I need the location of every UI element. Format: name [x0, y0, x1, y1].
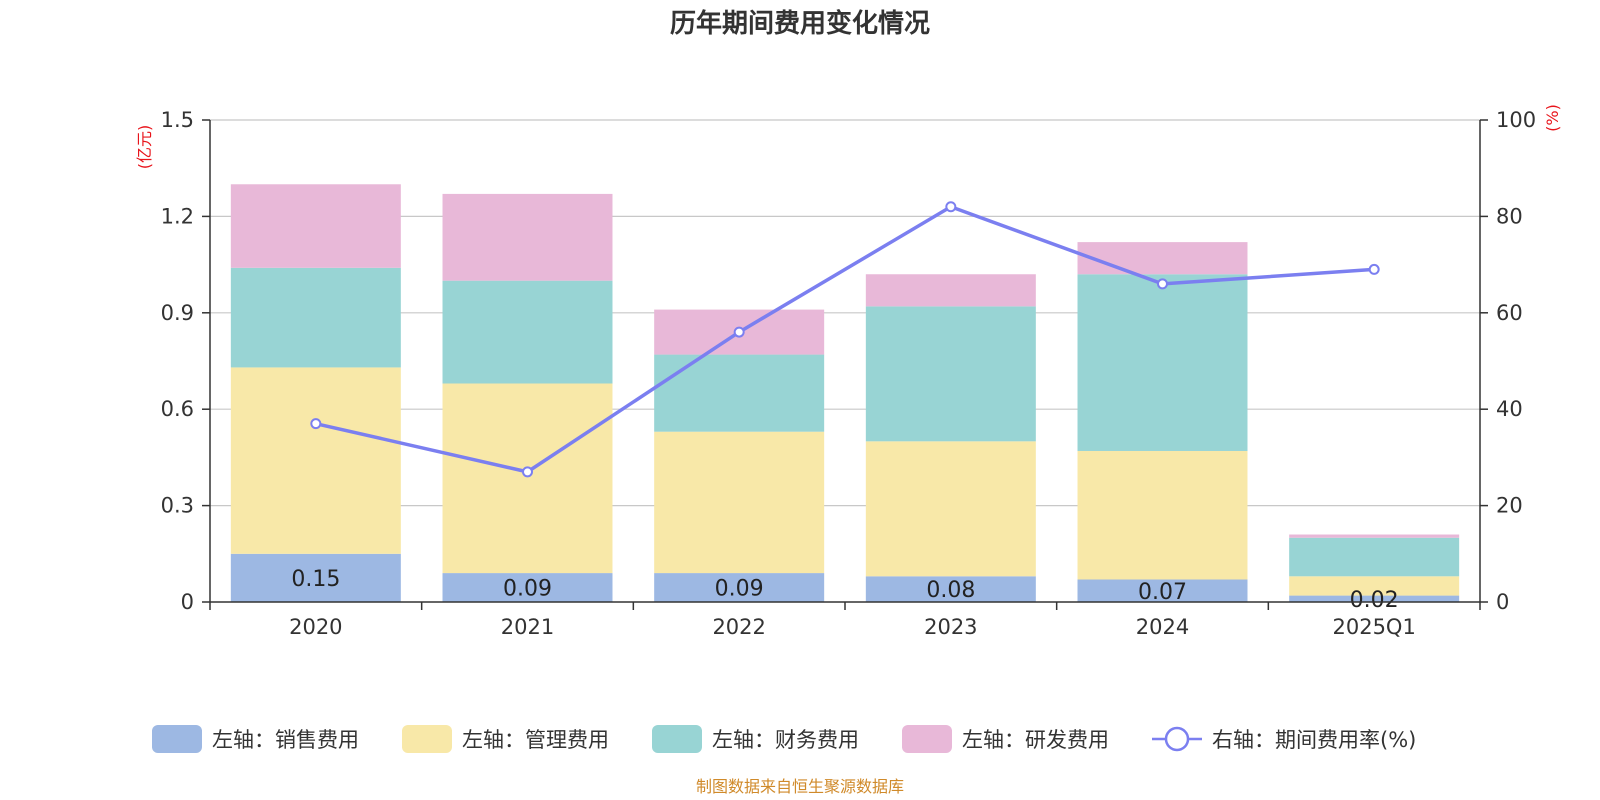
- rate-point: [1157, 278, 1168, 290]
- y-left-tick-label: 0.9: [161, 301, 194, 325]
- bar-segment: [230, 553, 401, 602]
- legend-label: 右轴：期间费用率(%): [1212, 728, 1416, 752]
- y-right-tick-label: 20: [1496, 494, 1523, 518]
- bar-segment: [442, 193, 613, 281]
- legend-label: 左轴：管理费用: [462, 728, 609, 752]
- bars: [230, 184, 1460, 602]
- bar-segment: [442, 573, 613, 602]
- bar-segment: [230, 184, 401, 268]
- bar-segment: [230, 267, 401, 368]
- chart-title: 历年期间费用变化情况: [670, 8, 930, 39]
- bar-segment: [865, 274, 1036, 307]
- bar-segment: [1077, 579, 1248, 602]
- rate-point: [310, 418, 322, 430]
- data-label: 0.09: [715, 577, 764, 602]
- bar-segment: [654, 354, 825, 432]
- rate-line-layer: [310, 201, 1380, 478]
- bar-segment: [442, 280, 613, 384]
- source-note: 制图数据来自恒生聚源数据库: [696, 777, 904, 796]
- legend-swatch: [652, 725, 702, 753]
- legend-label: 左轴：研发费用: [962, 728, 1109, 752]
- x-tick-label: 2020: [289, 615, 342, 639]
- y-right-tick-label: 80: [1496, 204, 1523, 228]
- data-labels: 0.15 0.09 0.09 0.08 0.07 0.02: [291, 567, 1398, 613]
- bar-segment: [230, 367, 401, 554]
- data-label: 0.15: [291, 567, 340, 592]
- y-right-tick-label: 100: [1496, 108, 1536, 132]
- y-left-tick-label: 0.6: [161, 397, 194, 421]
- bar-segment: [442, 383, 613, 574]
- bar-segment: [1289, 534, 1460, 538]
- bar-segment: [654, 431, 825, 574]
- data-label: 0.07: [1138, 580, 1187, 605]
- axes: 0 0.3 0.6 0.9 1.2 1.5 0 20 40 60 80 100 2020 2021 2022…: [161, 108, 1537, 639]
- bar-segment: [865, 576, 1036, 602]
- legend-marker: [1164, 726, 1190, 752]
- rate-point: [945, 201, 957, 213]
- y-left-tick-label: 1.2: [161, 204, 194, 228]
- legend-swatch: [902, 725, 952, 753]
- bar-segment: [865, 441, 1036, 577]
- y-right-tick-label: 60: [1496, 301, 1523, 325]
- x-tick-label: 2023: [924, 615, 977, 639]
- rate-line: [315, 205, 1375, 474]
- rate-point: [522, 466, 533, 478]
- bar-segment: [1289, 576, 1460, 596]
- grid-lines: [210, 119, 1480, 507]
- legend-swatch: [402, 725, 452, 753]
- y-left-tick-label: 1.5: [161, 108, 194, 132]
- y-right-unit: (%): [1543, 104, 1562, 132]
- bar-segment: [1077, 242, 1248, 275]
- bar-segment: [654, 573, 825, 602]
- bar-segment: [865, 306, 1036, 442]
- y-right-tick-label: 40: [1496, 397, 1523, 421]
- y-right-tick-label: 0: [1496, 590, 1509, 614]
- bar-segment: [1289, 595, 1460, 602]
- x-tick-label: 2022: [712, 615, 765, 639]
- data-label: 0.08: [926, 578, 975, 603]
- x-tick-label: 2024: [1136, 615, 1189, 639]
- x-tick-label: 2025Q1: [1332, 615, 1415, 639]
- legend: 左轴：销售费用 左轴：管理费用 左轴：财务费用 左轴：研发费用 右轴：期间费用率(%): [152, 725, 1416, 753]
- bar-segment: [1289, 537, 1460, 577]
- rate-point: [1368, 263, 1380, 275]
- legend-label: 左轴：财务费用: [712, 728, 859, 752]
- bar-segment: [1077, 450, 1248, 580]
- rate-point: [733, 326, 745, 338]
- data-label: 0.09: [503, 577, 552, 602]
- y-left-unit: (亿元): [135, 125, 154, 170]
- data-label: 0.02: [1350, 588, 1399, 613]
- bar-segment: [1077, 274, 1248, 451]
- legend-label: 左轴：销售费用: [212, 728, 359, 752]
- y-left-tick-label: 0.3: [161, 494, 194, 518]
- x-tick-label: 2021: [501, 615, 554, 639]
- legend-swatch: [152, 725, 202, 753]
- y-left-tick-label: 0: [181, 590, 194, 614]
